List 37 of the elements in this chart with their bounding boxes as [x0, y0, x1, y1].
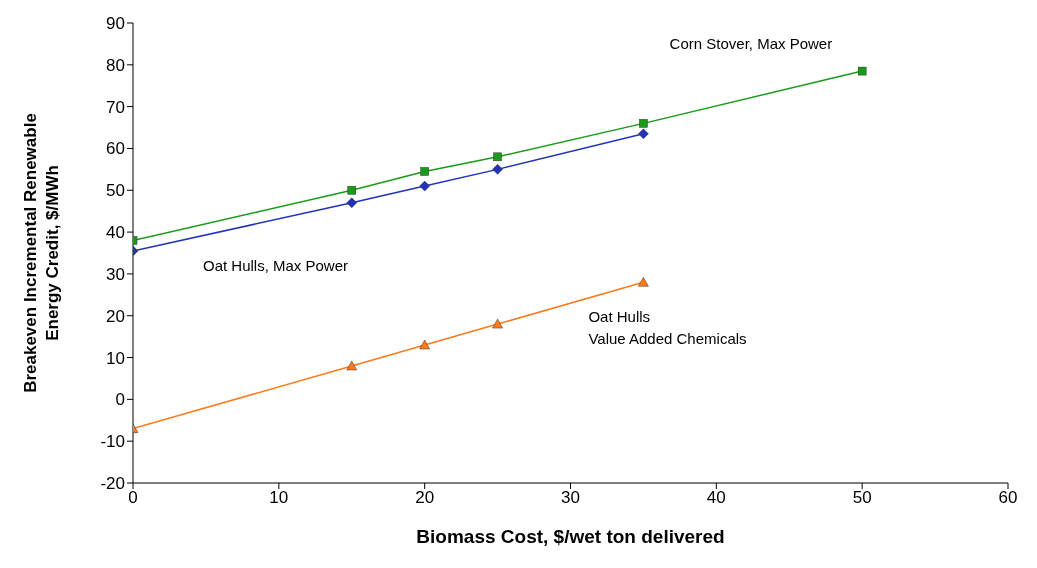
x-tick-label: 10: [269, 488, 289, 508]
y-tick-label: 80: [106, 55, 125, 75]
y-tick-label: 70: [106, 97, 125, 117]
y-tick-label: 10: [106, 348, 125, 368]
point: [347, 186, 356, 195]
y-tick-label: 40: [106, 223, 125, 243]
point: [420, 167, 429, 176]
x-tick-label: 0: [128, 488, 138, 508]
y-tick-label: -20: [100, 474, 125, 494]
point: [639, 119, 648, 128]
series-label: Oat Hulls Value Added Chemicals: [588, 308, 747, 348]
point: [492, 164, 503, 175]
point: [638, 128, 649, 140]
series-label: Corn Stover, Max Power: [669, 35, 833, 53]
y-tick-label: 50: [106, 181, 125, 201]
y-tick-label: 30: [106, 264, 125, 284]
point: [419, 339, 430, 350]
point: [419, 180, 430, 192]
y-tick-label: 0: [115, 390, 125, 410]
x-axis-title: Biomass Cost, $/wet ton delivered: [416, 526, 725, 547]
x-tick-label: 60: [998, 488, 1018, 508]
point: [857, 66, 867, 76]
y-tick-label: 20: [106, 306, 125, 326]
point: [346, 360, 357, 371]
x-tick-label: 50: [852, 488, 872, 508]
x-tick-label: 20: [415, 488, 435, 508]
x-tick-label: 30: [561, 488, 580, 508]
y-axis-title: Breakeven Incremental Renewable Energy Credit, $/MWh: [21, 113, 62, 393]
point: [638, 277, 649, 287]
x-tick-label: 40: [706, 488, 726, 508]
y-tick-label: 90: [106, 14, 125, 34]
point: [492, 318, 503, 329]
y-tick-label: 60: [106, 139, 125, 159]
point: [493, 152, 502, 162]
y-tick-label: -10: [100, 432, 125, 452]
point: [346, 197, 357, 209]
series-label: Oat Hulls, Max Power: [203, 256, 349, 274]
